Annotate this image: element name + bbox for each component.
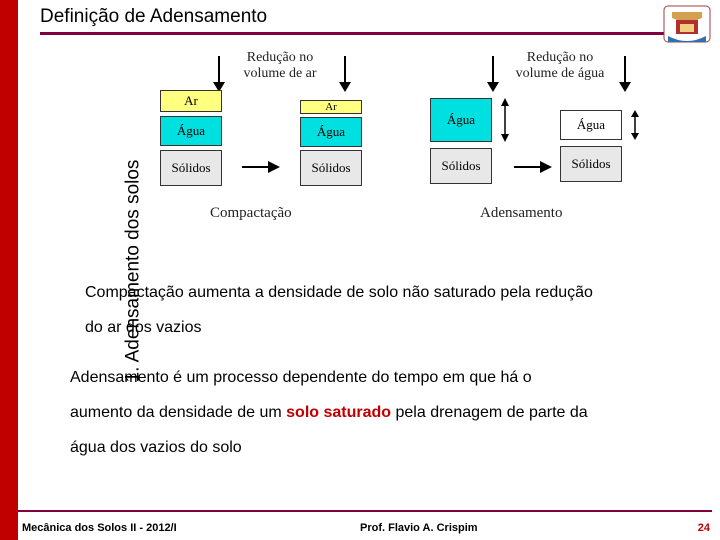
paragraph-1: Compactação aumenta a densidade de solo … bbox=[85, 275, 705, 345]
arrow-down-icon bbox=[616, 54, 634, 94]
p2-line1: Adensamento é um processo dependente do … bbox=[70, 369, 532, 386]
phase-agua: Água bbox=[300, 117, 362, 147]
phase-ar: Ar bbox=[300, 100, 362, 114]
phase-agua: Água bbox=[560, 110, 622, 140]
caption-adensamento: Adensamento bbox=[480, 205, 562, 222]
footer-rule bbox=[18, 510, 712, 512]
page-title: Definição de Adensamento bbox=[40, 6, 267, 28]
header: Definição de Adensamento bbox=[40, 6, 267, 28]
arrow-vertical-double-icon bbox=[498, 98, 512, 142]
arrow-vertical-double-icon bbox=[628, 110, 642, 140]
footer-left: Mecânica dos Solos II - 2012/I bbox=[22, 522, 177, 534]
phase-column-4: Água Sólidos bbox=[560, 110, 622, 182]
p2-highlight: solo saturado bbox=[286, 404, 391, 421]
header-rule bbox=[40, 32, 705, 35]
left-red-bar bbox=[0, 0, 18, 540]
phase-column-1: Ar Água Sólidos bbox=[160, 90, 222, 186]
p2-line2-pre: aumento da densidade de um bbox=[70, 404, 286, 421]
phase-solidos: Sólidos bbox=[160, 150, 222, 186]
phase-solidos: Sólidos bbox=[300, 150, 362, 186]
phase-agua: Água bbox=[430, 98, 492, 142]
phase-column-2: Ar Água Sólidos bbox=[300, 100, 362, 186]
arrow-down-icon bbox=[210, 54, 228, 94]
label-reduce-water: Redução novolume de água bbox=[500, 50, 620, 82]
phase-agua: Água bbox=[160, 116, 222, 146]
paragraph-2: Adensamento é um processo dependente do … bbox=[70, 360, 710, 466]
phase-solidos: Sólidos bbox=[430, 148, 492, 184]
p2-line3: água dos vazios do solo bbox=[70, 439, 242, 456]
arrow-down-icon bbox=[484, 54, 502, 94]
arrow-right-icon bbox=[240, 158, 282, 176]
caption-compactacao: Compactação bbox=[210, 205, 292, 222]
label-reduce-air: Redução novolume de ar bbox=[225, 50, 335, 82]
arrow-right-icon bbox=[512, 158, 554, 176]
footer-center: Prof. Flavio A. Crispim bbox=[360, 522, 478, 534]
footer-page-number: 24 bbox=[698, 522, 710, 534]
p2-line2-post: pela drenagem de parte da bbox=[391, 404, 588, 421]
p1-line1: Compactação aumenta a densidade de solo … bbox=[85, 284, 593, 301]
institution-logo bbox=[662, 2, 712, 46]
phase-column-3: Água Sólidos bbox=[430, 98, 492, 184]
soil-phase-diagram: Redução novolume de ar Redução novolume … bbox=[140, 50, 670, 250]
phase-ar: Ar bbox=[160, 90, 222, 112]
p1-line2: do ar dos vazios bbox=[85, 319, 202, 336]
phase-solidos: Sólidos bbox=[560, 146, 622, 182]
arrow-down-icon bbox=[336, 54, 354, 94]
